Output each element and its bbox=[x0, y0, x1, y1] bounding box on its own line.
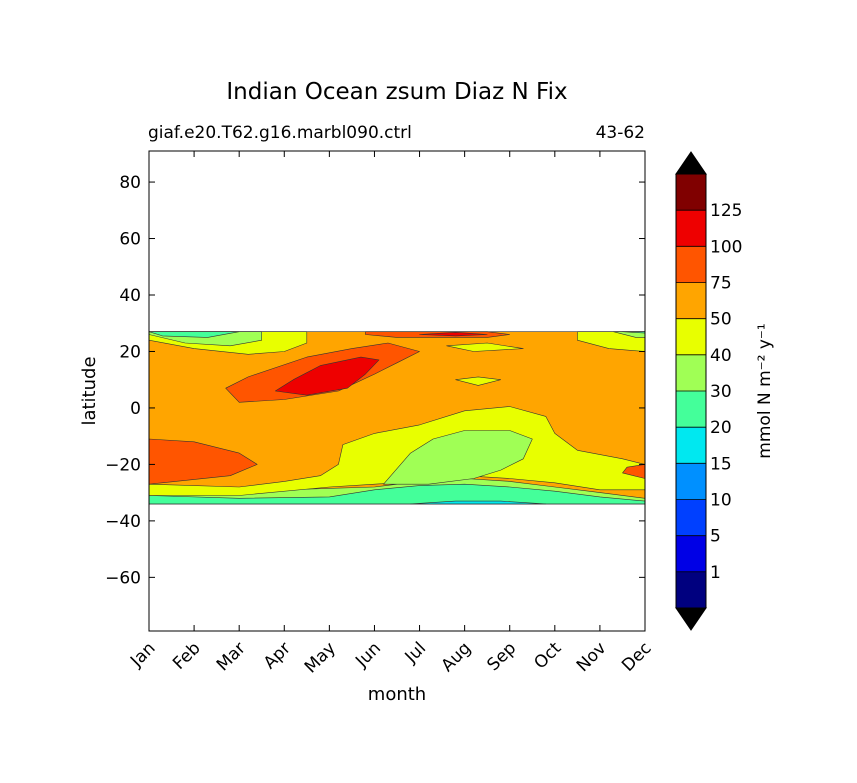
colorbar-tick-label: 100 bbox=[710, 237, 742, 257]
x-tick-label: Dec bbox=[618, 638, 655, 675]
contour-region-40-50 bbox=[577, 331, 645, 352]
x-tick-label: Nov bbox=[573, 638, 611, 676]
y-tick-label: 20 bbox=[119, 342, 141, 362]
contour-region-100-125 bbox=[419, 331, 488, 337]
x-tick-label: Jul bbox=[401, 638, 430, 667]
y-tick-label: 60 bbox=[119, 230, 141, 250]
x-tick-label: May bbox=[301, 638, 340, 677]
colorbar-segment bbox=[676, 427, 706, 464]
colorbar-tick-label: 50 bbox=[710, 310, 732, 330]
colorbar-tick-label: 10 bbox=[710, 491, 732, 511]
colorbar-tick-label: 20 bbox=[710, 418, 732, 438]
colorbar-segment bbox=[676, 354, 706, 392]
colorbar-segment bbox=[676, 391, 706, 428]
colorbar-segment bbox=[676, 174, 706, 211]
plot-frame bbox=[148, 150, 646, 632]
colorbar-tick-label: 1 bbox=[710, 563, 721, 583]
colorbar-tick-label: 125 bbox=[710, 201, 742, 221]
contour-region-75-100 bbox=[622, 464, 645, 479]
contour-region-20-30 bbox=[149, 331, 240, 338]
colorbar-tick-label: 30 bbox=[710, 382, 732, 402]
y-tick-label: 80 bbox=[119, 173, 141, 193]
colorbar-tick-label: 75 bbox=[710, 274, 732, 294]
x-tick-label: Aug bbox=[438, 638, 476, 676]
y-tick-label: −60 bbox=[105, 568, 141, 588]
contour-region-20-30 bbox=[149, 483, 645, 505]
colorbar-extend-over bbox=[675, 151, 707, 175]
chart-title: Indian Ocean zsum Diaz N Fix bbox=[226, 79, 567, 105]
contour-region-20-30 bbox=[622, 331, 645, 334]
x-tick-label: Feb bbox=[169, 638, 204, 673]
chart-subtitle-run: giaf.e20.T62.g16.marbl090.ctrl bbox=[148, 123, 412, 143]
contour-region-100-125 bbox=[274, 356, 380, 396]
colorbar-segment bbox=[676, 571, 706, 609]
colorbar-tick-label: 40 bbox=[710, 346, 732, 366]
y-tick-label: 0 bbox=[130, 399, 141, 419]
colorbar-segment bbox=[676, 463, 706, 500]
y-axis-label: latitude bbox=[79, 356, 100, 425]
x-tick-label: Oct bbox=[530, 638, 565, 673]
y-tick-label: −40 bbox=[105, 512, 141, 532]
x-tick-label: Apr bbox=[260, 638, 295, 673]
chart-subtitle-years: 43-62 bbox=[596, 123, 645, 143]
x-tick-label: Jun bbox=[351, 638, 385, 672]
x-tick-label: Sep bbox=[483, 638, 520, 675]
colorbar-segment bbox=[676, 282, 706, 319]
y-tick-label: −20 bbox=[105, 455, 141, 475]
x-axis-label: month bbox=[368, 684, 426, 705]
x-tick-label: Mar bbox=[213, 638, 250, 675]
y-axis: 80 60 40 20 0 −20 −40 −60 bbox=[105, 173, 645, 588]
colorbar-segment bbox=[676, 246, 706, 283]
contour-region-40-50 bbox=[455, 376, 502, 386]
y-tick-label: 40 bbox=[119, 286, 141, 306]
colorbar-segment bbox=[676, 318, 706, 356]
colorbar-tick-label: 15 bbox=[710, 454, 732, 474]
contour-region-40-50 bbox=[149, 406, 645, 496]
colorbar-tick-label: 5 bbox=[710, 527, 721, 547]
contour-field bbox=[149, 331, 645, 505]
colorbar-extend-under bbox=[675, 607, 707, 631]
contour-region-15-20 bbox=[410, 500, 547, 505]
colorbar-segment bbox=[676, 499, 706, 536]
plot-area: Jan Feb Mar Apr May Jun Jul Aug Sep Oct Nov Dec 80 6… bbox=[105, 150, 656, 677]
colorbar-segment bbox=[676, 535, 706, 573]
contour-region-75-100 bbox=[149, 438, 258, 485]
contour-region-40-50 bbox=[446, 342, 524, 352]
contour-region-30-40 bbox=[383, 430, 533, 485]
x-tick-label: Jan bbox=[126, 638, 159, 671]
colorbar-label: mmol N m⁻² y⁻¹ bbox=[755, 323, 775, 458]
colorbar-segment bbox=[676, 210, 706, 247]
